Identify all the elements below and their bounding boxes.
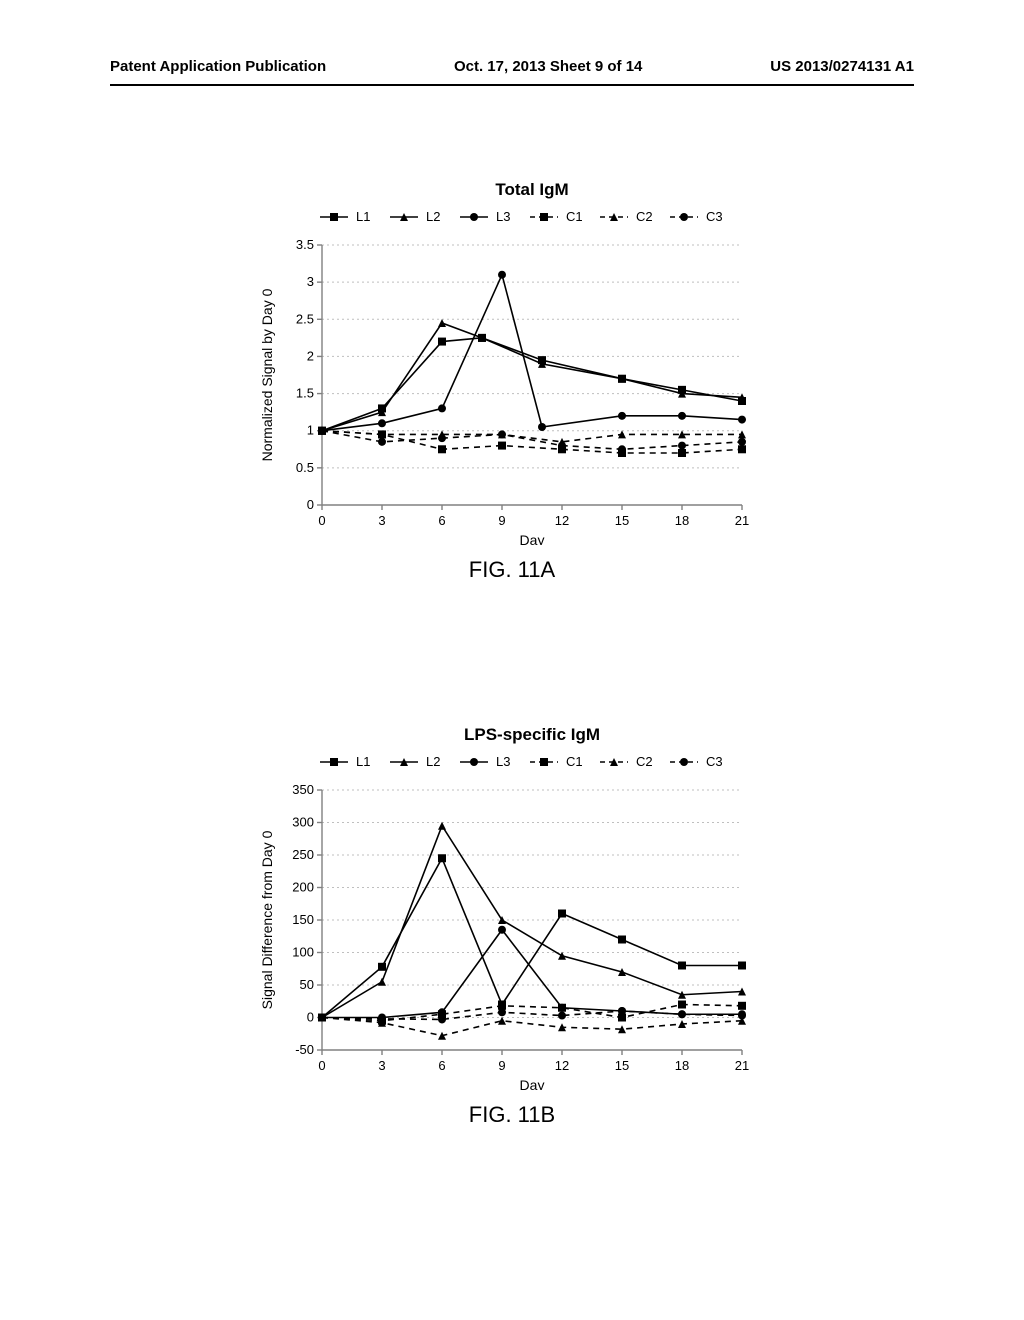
x-tick: 9 bbox=[498, 1058, 505, 1073]
y-tick: 2 bbox=[307, 348, 314, 363]
legend-label-C1: C1 bbox=[566, 754, 583, 769]
y-tick: 1.5 bbox=[296, 386, 314, 401]
legend-label-C3: C3 bbox=[706, 209, 723, 224]
x-tick: 0 bbox=[318, 513, 325, 528]
x-tick: 18 bbox=[675, 1058, 689, 1073]
header-center: Oct. 17, 2013 Sheet 9 of 14 bbox=[454, 58, 642, 75]
chart-total-igm: Total IgM L1 L2 L3 C1 C2 C3 0 0.5 1 1.5 2 2.5 3 3.5 0 3 6… bbox=[252, 175, 772, 583]
figure-label-11b: FIG. 11B bbox=[252, 1102, 772, 1128]
x-tick: 6 bbox=[438, 1058, 445, 1073]
x-tick: 18 bbox=[675, 513, 689, 528]
x-tick: 15 bbox=[615, 1058, 629, 1073]
y-tick: 0 bbox=[307, 1010, 314, 1025]
figure-label-11a: FIG. 11A bbox=[252, 557, 772, 583]
y-tick: 3.5 bbox=[296, 237, 314, 252]
y-tick: 3 bbox=[307, 274, 314, 289]
y-axis-label: Signal Difference from Day 0 bbox=[259, 830, 275, 1009]
x-tick: 9 bbox=[498, 513, 505, 528]
legend-label-L3: L3 bbox=[496, 209, 510, 224]
y-tick: 250 bbox=[292, 847, 314, 862]
legend-label-L2: L2 bbox=[426, 754, 440, 769]
y-tick: 200 bbox=[292, 880, 314, 895]
x-tick: 3 bbox=[378, 513, 385, 528]
y-tick: 350 bbox=[292, 782, 314, 797]
legend-label-C2: C2 bbox=[636, 754, 653, 769]
y-tick: 100 bbox=[292, 945, 314, 960]
chart-title: Total IgM bbox=[495, 180, 568, 199]
y-tick: 300 bbox=[292, 815, 314, 830]
x-axis-label: Day bbox=[520, 1077, 545, 1090]
x-tick: 15 bbox=[615, 513, 629, 528]
legend-label-C2: C2 bbox=[636, 209, 653, 224]
page-header: Patent Application Publication Oct. 17, … bbox=[0, 58, 1024, 75]
legend-label-C3: C3 bbox=[706, 754, 723, 769]
legend-label-L1: L1 bbox=[356, 754, 370, 769]
legend-label-C1: C1 bbox=[566, 209, 583, 224]
header-left: Patent Application Publication bbox=[110, 58, 326, 75]
y-tick: 1 bbox=[307, 423, 314, 438]
y-tick: -50 bbox=[295, 1042, 314, 1057]
y-tick: 50 bbox=[300, 977, 314, 992]
y-tick: 0 bbox=[307, 497, 314, 512]
y-axis-label: Normalized Signal by Day 0 bbox=[259, 288, 275, 461]
y-tick: 2.5 bbox=[296, 311, 314, 326]
x-tick: 12 bbox=[555, 1058, 569, 1073]
legend-label-L2: L2 bbox=[426, 209, 440, 224]
legend-label-L1: L1 bbox=[356, 209, 370, 224]
x-tick: 3 bbox=[378, 1058, 385, 1073]
header-right: US 2013/0274131 A1 bbox=[770, 58, 914, 75]
x-tick: 21 bbox=[735, 1058, 749, 1073]
x-tick: 6 bbox=[438, 513, 445, 528]
legend-label-L3: L3 bbox=[496, 754, 510, 769]
x-tick: 0 bbox=[318, 1058, 325, 1073]
x-tick: 21 bbox=[735, 513, 749, 528]
chart-title: LPS-specific IgM bbox=[464, 725, 600, 744]
chart-lps-igm: LPS-specific IgML1L2L3C1C2C3-50050100150… bbox=[252, 720, 772, 1128]
x-axis-label: Day bbox=[520, 532, 545, 545]
x-tick: 12 bbox=[555, 513, 569, 528]
y-tick: 150 bbox=[292, 912, 314, 927]
y-tick: 0.5 bbox=[296, 460, 314, 475]
page: Patent Application Publication Oct. 17, … bbox=[0, 0, 1024, 1320]
header-rule bbox=[110, 84, 914, 86]
